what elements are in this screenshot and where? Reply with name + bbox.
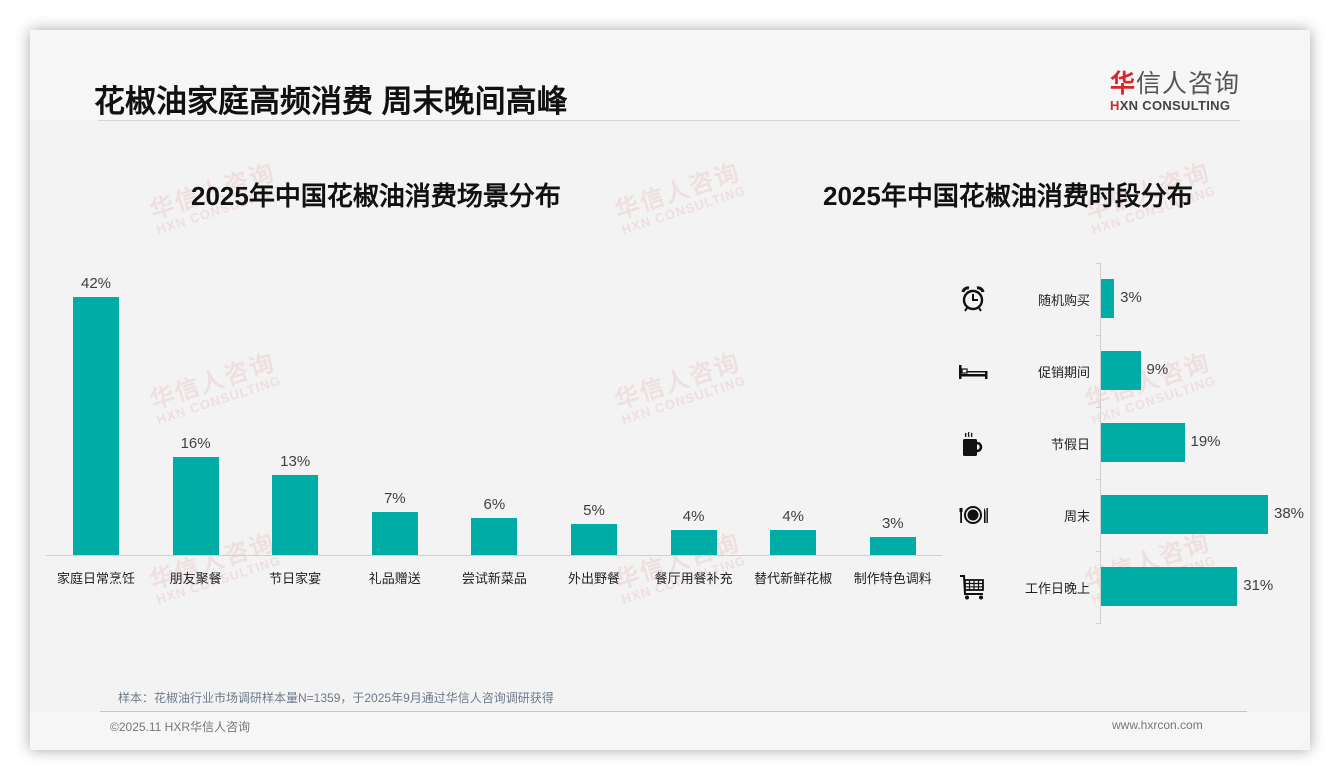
plate-cutlery-icon (958, 501, 988, 529)
bar (670, 530, 717, 555)
time-chart-title: 2025年中国花椒油消费时段分布 (823, 181, 1193, 211)
bar-row: 周末 38% (950, 479, 1310, 551)
page-title: 花椒油家庭高频消费 周末晚间高峰 (94, 84, 568, 119)
scene-chart-title: 2025年中国花椒油消费场景分布 (191, 181, 561, 211)
category-label: 制作特色调料 (853, 571, 932, 586)
bar (1101, 567, 1238, 606)
bar-value-label: 4% (682, 508, 705, 526)
bar (1101, 279, 1115, 318)
bar (1101, 495, 1268, 534)
scene-bar-chart: 42% 家庭日常烹饪 16% 朋友聚餐 13% 节日家宴 7% 礼品赠送 6% 尝试新菜品 5% 外出… (46, 270, 942, 590)
footer-band (30, 712, 1310, 750)
category-label: 工作日晚上 (1024, 581, 1090, 596)
bed-icon (958, 357, 988, 385)
category-label: 外出野餐 (567, 571, 620, 586)
bar-value-label: 3% (881, 514, 904, 532)
bar-group: 4% 替代新鲜花椒 (743, 270, 843, 590)
axis-tick (1096, 623, 1101, 624)
bar-group: 4% 餐厅用餐补充 (644, 270, 744, 590)
bar (1101, 423, 1185, 462)
axis-tick (1096, 263, 1101, 264)
bar (1101, 351, 1141, 390)
bar-group: 16% 朋友聚餐 (146, 270, 246, 590)
time-bar-chart: 随机购买 3% 促销期间 9% 节假日 19% 周末 38% 工作日晚上 31% (950, 263, 1310, 624)
category-label: 节日家宴 (269, 571, 322, 586)
bar-value-label: 19% (1190, 433, 1221, 450)
logo-cn: 华信人咨询 (1110, 70, 1241, 98)
bar (471, 518, 518, 555)
category-label: 促销期间 (1037, 365, 1090, 380)
bar-value-label: 38% (1274, 505, 1305, 522)
bar-group: 7% 礼品赠送 (345, 270, 445, 590)
category-label: 朋友聚餐 (169, 571, 222, 586)
bar-row: 节假日 19% (950, 407, 1310, 479)
company-logo: 华信人咨询 HXN CONSULTING (1110, 64, 1250, 113)
logo-en: HXN CONSULTING (1110, 98, 1231, 113)
y-axis-line (1100, 263, 1101, 623)
bar-row: 促销期间 9% (950, 335, 1310, 407)
footer-divider (100, 711, 1247, 712)
axis-tick (1096, 479, 1101, 480)
category-label: 节假日 (1050, 437, 1090, 452)
website-link[interactable]: www.hxrcon.com (1112, 718, 1203, 732)
bar (371, 512, 418, 555)
bar-value-label: 4% (782, 508, 805, 526)
category-label: 替代新鲜花椒 (754, 571, 833, 586)
category-label: 餐厅用餐补充 (654, 571, 733, 586)
bar-group: 42% 家庭日常烹饪 (46, 270, 146, 590)
x-axis-line (46, 555, 942, 556)
bar-value-label: 3% (1120, 289, 1142, 306)
bar-value-label: 16% (180, 434, 211, 452)
category-label: 家庭日常烹饪 (56, 571, 135, 586)
bar-group: 13% 节日家宴 (245, 270, 345, 590)
bar-row: 工作日晚上 31% (950, 551, 1310, 623)
header-band (30, 30, 1310, 120)
bar (73, 297, 119, 555)
category-label: 礼品赠送 (368, 571, 421, 586)
bar-group: 6% 尝试新菜品 (444, 270, 544, 590)
shopping-cart-icon (958, 573, 988, 601)
bar (571, 524, 617, 555)
category-label: 周末 (1063, 509, 1090, 524)
bar (770, 530, 817, 555)
hot-mug-icon (958, 429, 988, 457)
axis-tick (1096, 407, 1101, 408)
category-label: 尝试新菜品 (461, 571, 527, 586)
bar-value-label: 42% (80, 275, 112, 292)
axis-tick (1096, 335, 1101, 336)
bar-value-label: 7% (383, 490, 406, 507)
alarm-clock-icon (958, 285, 988, 313)
bar-value-label: 9% (1146, 361, 1169, 378)
bar-row: 随机购买 3% (950, 263, 1310, 335)
sample-note: 样本：花椒油行业市场调研样本量N=1359，于2025年9月通过华信人咨询调研获… (118, 691, 554, 705)
bar-group: 3% 制作特色调料 (843, 270, 943, 590)
bar-value-label: 13% (280, 453, 311, 471)
slide: 花椒油家庭高频消费 周末晚间高峰 华信人咨询 HXN CONSULTING 华信… (30, 30, 1310, 750)
copyright: ©2025.11 HXR华信人咨询 (110, 720, 250, 734)
bar (869, 536, 916, 555)
bar-value-label: 31% (1243, 577, 1274, 594)
bar (272, 475, 319, 555)
axis-tick (1096, 551, 1101, 552)
category-label: 随机购买 (1037, 293, 1090, 308)
bar (172, 456, 219, 555)
bar-value-label: 5% (583, 502, 605, 520)
bar-value-label: 6% (483, 496, 506, 514)
bar-group: 5% 外出野餐 (544, 270, 644, 590)
title-divider (98, 120, 1240, 121)
